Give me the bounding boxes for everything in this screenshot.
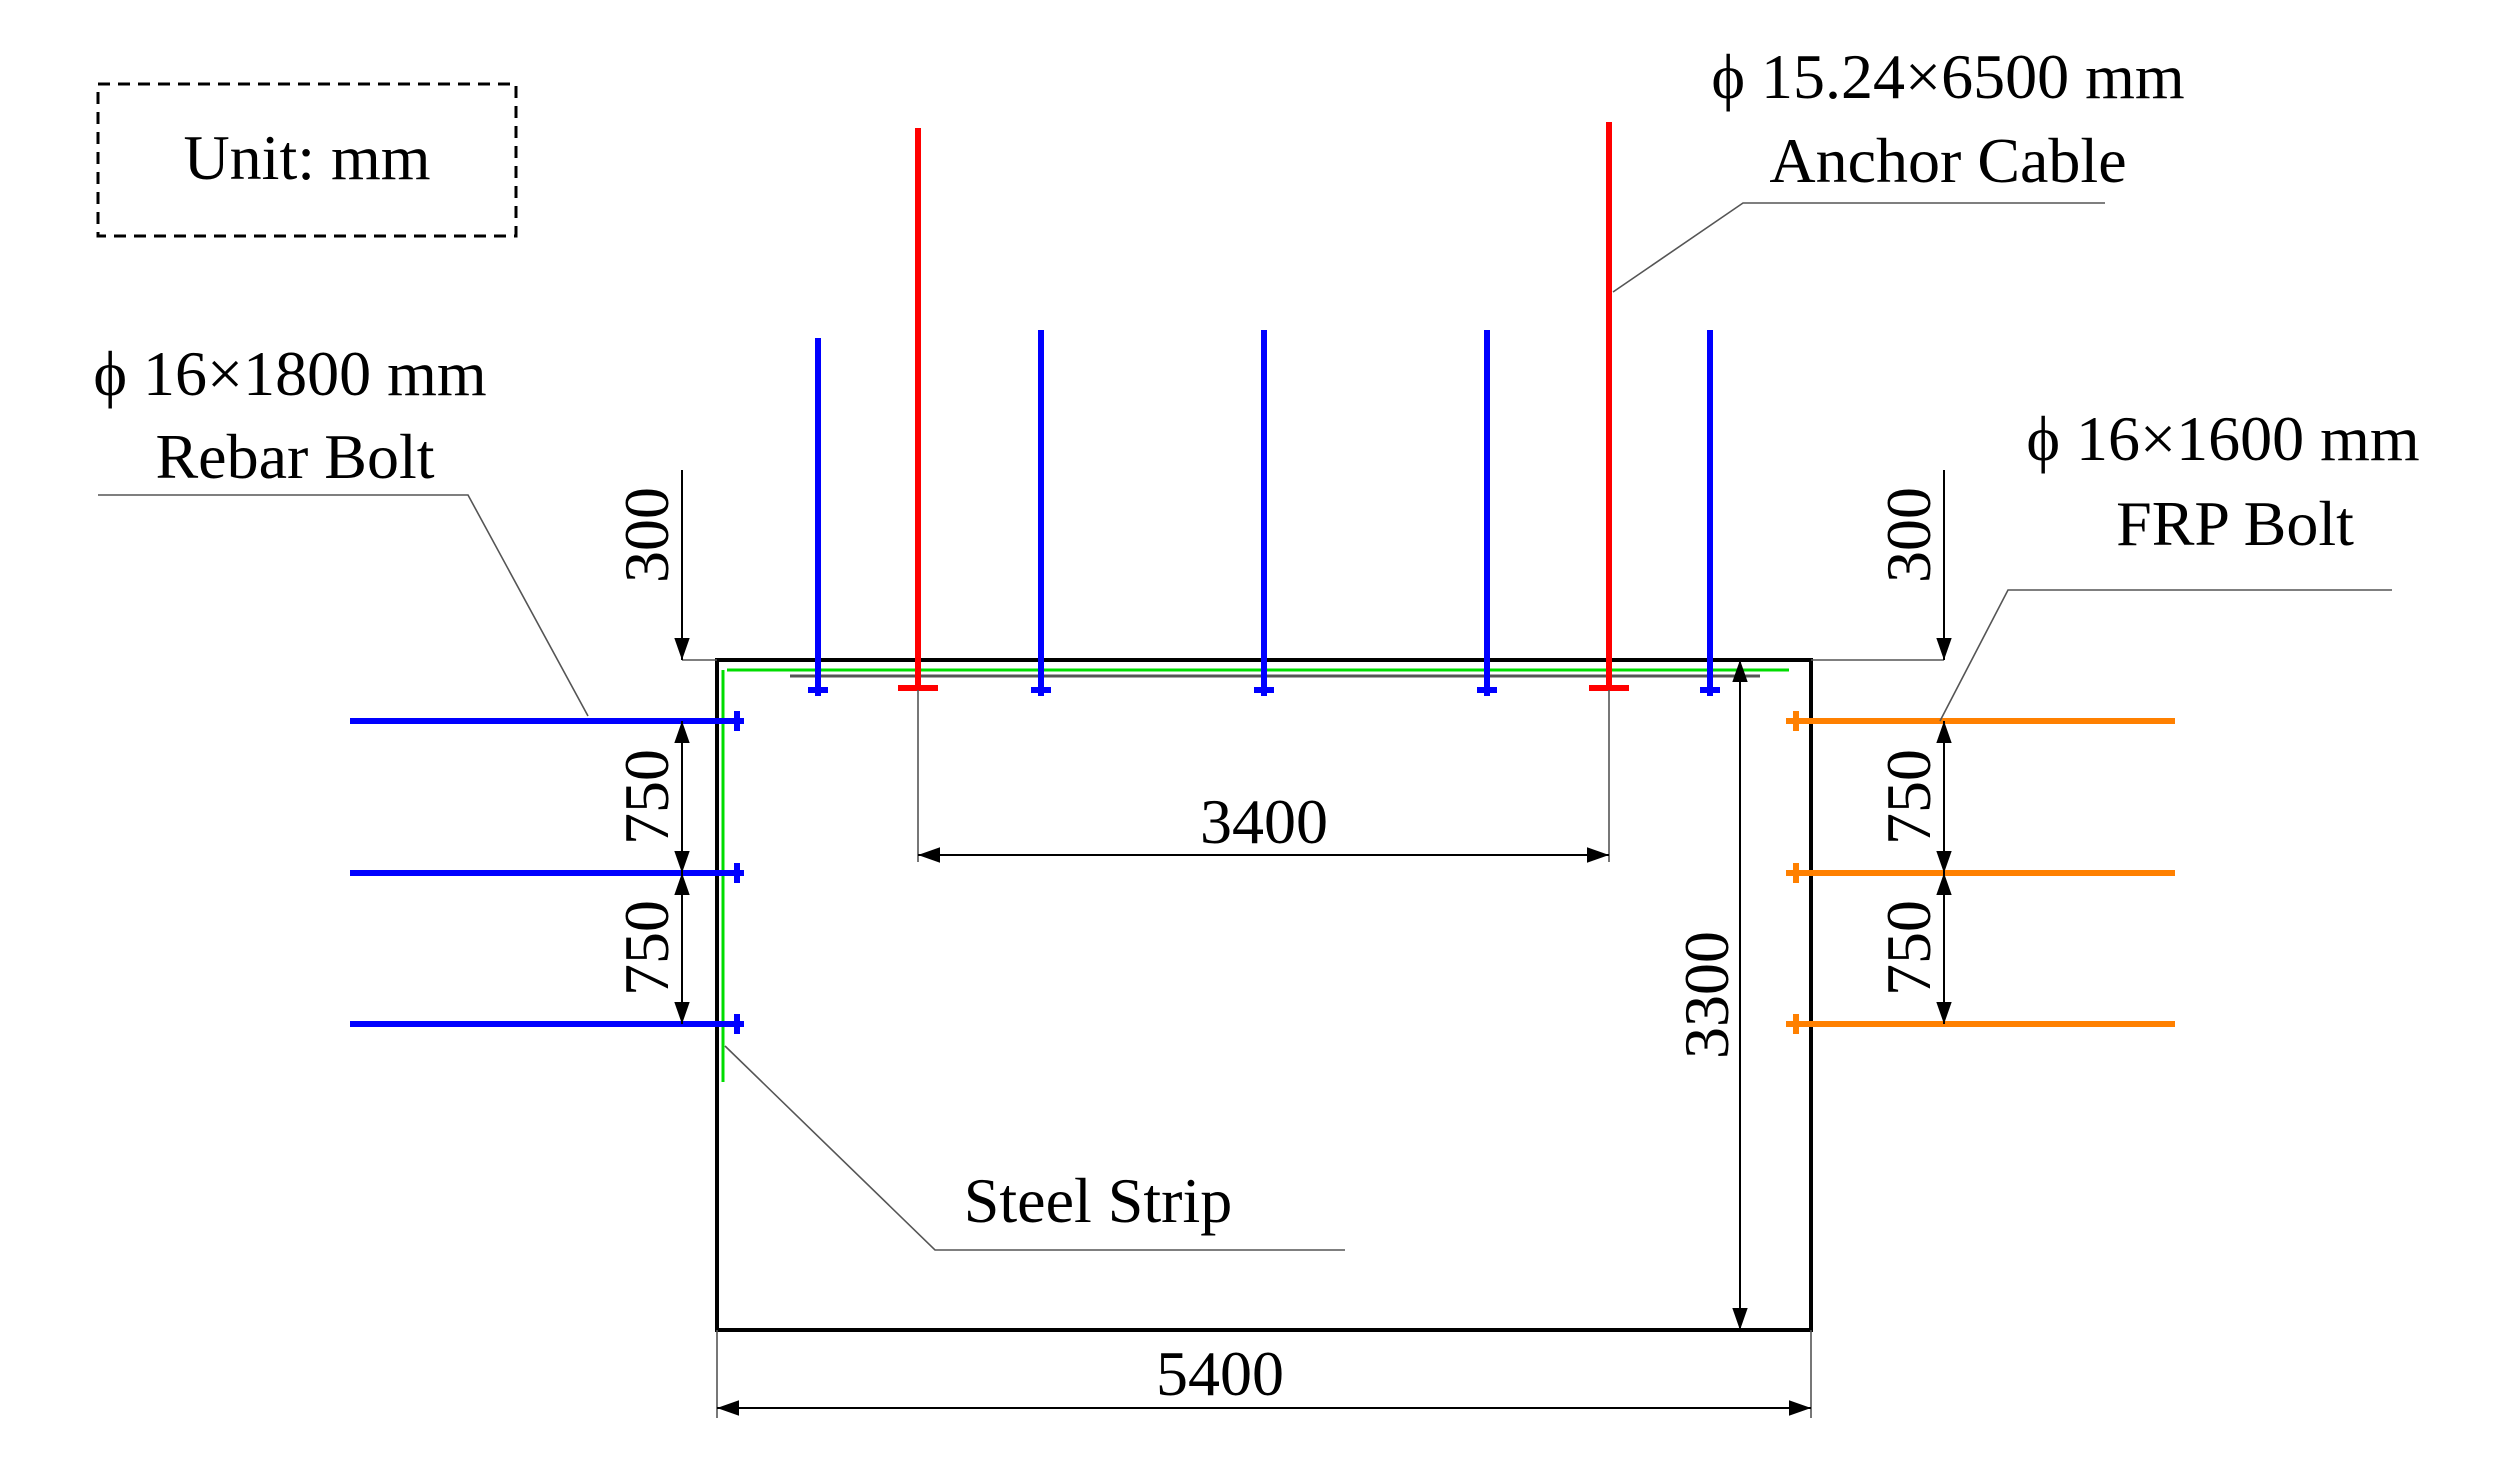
dim-left-top-offset: 300 bbox=[611, 487, 682, 583]
unit-label: Unit: mm bbox=[183, 122, 430, 193]
anchor-cable-callout: ϕ 15.24×6500 mm Anchor Cable bbox=[1612, 41, 2185, 293]
dim-left-spacing-2: 750 bbox=[611, 900, 682, 996]
dim-width: 5400 bbox=[1156, 1338, 1284, 1409]
frp-bolts bbox=[1786, 711, 2175, 1034]
anchor-cable-spec: ϕ 15.24×6500 mm bbox=[1711, 41, 2184, 112]
dim-right-top-offset: 300 bbox=[1873, 487, 1944, 583]
frp-bolt-spec: ϕ 16×1600 mm bbox=[2026, 403, 2419, 474]
roof-rebar-bolt bbox=[808, 338, 828, 696]
anchor-cable-name: Anchor Cable bbox=[1769, 125, 2126, 196]
roof-rebar-bolt bbox=[1700, 330, 1720, 696]
dim-cable-spacing: 3400 bbox=[1200, 786, 1328, 857]
roof-rebar-bolt bbox=[1031, 330, 1051, 696]
roof-rebar-bolts bbox=[808, 330, 1720, 696]
dim-right-spacing-2: 750 bbox=[1873, 900, 1944, 996]
wall-rebar-bolt bbox=[350, 1014, 744, 1034]
frp-bolt bbox=[1786, 863, 2175, 883]
left-dimension-chain: 300 750 750 bbox=[611, 470, 717, 1024]
wall-rebar-bolt bbox=[350, 863, 744, 883]
frp-bolt bbox=[1786, 711, 2175, 731]
dim-left-spacing-1: 750 bbox=[611, 749, 682, 845]
frp-bolt-name: FRP Bolt bbox=[2116, 488, 2354, 559]
steel-strip-callout: Steel Strip bbox=[724, 1045, 1345, 1251]
height-dimension: 3300 bbox=[1671, 660, 1748, 1330]
frp-bolt bbox=[1786, 1014, 2175, 1034]
width-dimension: 5400 bbox=[716, 1330, 1812, 1418]
steel-strip bbox=[721, 668, 1789, 1082]
right-dimension-chain: 300 750 750 bbox=[1811, 470, 1952, 1024]
steel-strip-name: Steel Strip bbox=[964, 1165, 1232, 1236]
wall-rebar-bolts bbox=[350, 711, 744, 1034]
dim-height: 3300 bbox=[1671, 931, 1742, 1059]
rebar-bolt-callout: ϕ 16×1800 mm Rebar Bolt bbox=[93, 338, 589, 717]
anchor-cable bbox=[1589, 122, 1629, 691]
wall-rebar-bolt bbox=[350, 711, 744, 731]
roof-rebar-bolt bbox=[1477, 330, 1497, 696]
unit-box: Unit: mm bbox=[96, 82, 518, 238]
tunnel-outline bbox=[715, 658, 1813, 1332]
roof-rebar-bolt bbox=[1254, 330, 1274, 696]
rebar-bolt-name: Rebar Bolt bbox=[155, 421, 434, 492]
rebar-bolt-spec: ϕ 16×1800 mm bbox=[93, 338, 486, 409]
unit-box-border bbox=[96, 82, 518, 238]
anchor-cables bbox=[898, 122, 1629, 691]
frp-bolt-callout: ϕ 16×1600 mm FRP Bolt bbox=[1939, 403, 2420, 722]
cable-spacing-dimension: 3400 bbox=[917, 690, 1610, 863]
dim-right-spacing-1: 750 bbox=[1873, 749, 1944, 845]
anchor-cable bbox=[898, 128, 938, 691]
